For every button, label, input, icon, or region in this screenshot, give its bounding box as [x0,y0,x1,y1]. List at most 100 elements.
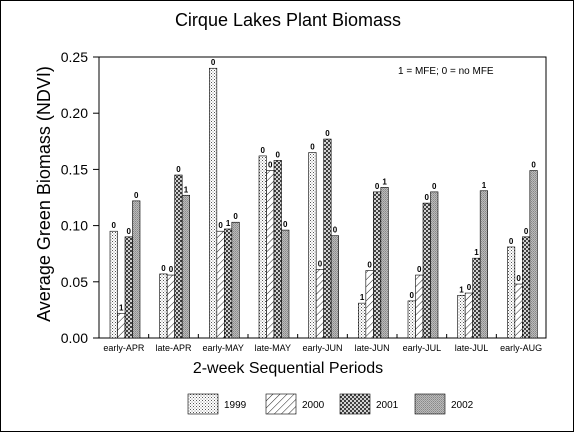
mfe-label: 0 [211,58,216,67]
mfe-label: 0 [169,265,174,274]
bar-2001-late-MAY [273,160,282,339]
legend-label-2001: 2001 [376,400,399,411]
bar-2001-late-JUN [373,191,382,339]
bar-1999-late-JUN [358,302,367,339]
legend-swatch-2002 [414,393,446,415]
mfe-label: 0 [268,161,273,170]
x-axis-label: 2-week Sequential Periods [193,360,383,377]
mfe-annotation: 1 = MFE; 0 = no MFE [398,66,494,77]
mfe-label: 0 [218,221,223,230]
mfe-label: 1 [482,181,487,190]
mfe-label: 1 [184,185,189,194]
bar-2002-late-APR [181,194,190,339]
mfe-label: 0 [283,220,288,229]
x-tick-label: late-MAY [255,343,291,353]
bar-2000-late-APR [166,274,175,339]
y-tick-label: 0.20 [61,105,88,121]
x-tick-label: late-JUN [355,343,390,353]
y-tick-label: 0.05 [61,274,88,290]
mfe-label: 1 [360,293,365,302]
mfe-label: 0 [261,146,266,155]
mfe-label: 0 [425,193,430,202]
x-tick-label: late-JUL [455,343,489,353]
legend-swatch-2001 [339,393,371,415]
bar-2002-late-JUL [479,190,488,339]
bar-2000-early-JUL [415,274,424,339]
x-tick-label: early-APR [103,343,145,353]
mfe-label: 0 [333,226,338,235]
y-tick-label: 0.00 [61,330,88,346]
chart-title: Cirque Lakes Plant Biomass [175,10,401,30]
bar-2002-early-MAY [231,221,240,339]
mfe-label: 0 [112,221,117,230]
bar-2002-early-AUG [529,170,538,339]
legend-swatch-1999 [187,393,219,415]
bar-2002-early-JUL [430,191,439,339]
bar-2000-early-APR [117,312,126,339]
bar-2000-early-MAY [216,230,225,339]
mfe-label: 0 [318,259,323,268]
mfe-label: 1 [119,303,124,312]
bar-2001-early-JUN [323,138,332,339]
mfe-label: 1 [459,285,464,294]
bar-2001-late-JUL [472,257,481,339]
legend-label-2000: 2000 [302,400,325,411]
bar-1999-late-APR [159,273,168,339]
bar-2001-early-AUG [522,236,531,339]
bar-2001-late-APR [174,174,183,339]
bar-1999-late-JUL [457,294,466,339]
y-tick-label: 0.10 [61,218,88,234]
bar-1999-early-AUG [507,246,516,339]
mfe-label: 0 [127,227,132,236]
mfe-label: 0 [176,165,181,174]
mfe-label: 0 [516,274,521,283]
x-tick-label: early-JUN [302,343,342,353]
mfe-label: 0 [524,227,529,236]
bar-2000-late-JUN [365,270,374,339]
mfe-label: 0 [375,182,380,191]
x-tick-label: early-MAY [202,343,243,353]
bar-2000-late-JUL [464,292,473,339]
mfe-label: 1 [226,219,231,228]
bar-2000-late-MAY [266,170,275,339]
bar-2000-early-AUG [514,283,523,339]
mfe-label: 0 [325,129,330,138]
mfe-label: 0 [310,143,315,152]
mfe-label: 0 [161,264,166,273]
mfe-label: 0 [432,182,437,191]
mfe-label: 0 [367,261,372,270]
bar-2000-early-JUN [315,269,324,339]
bar-2002-late-MAY [281,229,290,339]
legend: 1999 2000 2001 2002 [187,393,474,415]
mfe-label: 0 [276,150,281,159]
mfe-label: 0 [134,191,139,200]
legend-swatch-2000 [265,393,297,415]
bar-2001-early-APR [124,236,133,339]
mfe-label: 1 [474,248,479,257]
bar-2001-early-JUL [422,202,431,339]
bar-1999-early-APR [109,230,118,339]
bar-2002-early-APR [132,200,141,339]
bar-2002-early-JUN [330,235,339,339]
y-tick-label: 0.25 [61,49,88,65]
x-tick-label: early-AUG [500,343,542,353]
bar-2001-early-MAY [224,228,233,339]
y-tick-label: 0.15 [61,161,88,177]
bar-1999-early-JUN [308,152,317,339]
mfe-label: 0 [531,161,536,170]
x-axis: early-APR late-APR early-MAY late-MAY early-… [103,334,547,353]
y-axis-label: Average Green Biomass (NDVI) [34,66,54,322]
bar-1999-late-MAY [258,155,267,339]
legend-label-1999: 1999 [224,400,247,411]
mfe-label: 1 [382,177,387,186]
mfe-label: 0 [509,237,514,246]
mfe-label: 0 [417,265,422,274]
y-axis: 0.00 0.05 0.10 0.15 0.20 0.25 [61,49,99,346]
x-tick-label: late-APR [155,343,192,353]
bar-1999-early-MAY [209,67,218,339]
x-tick-label: early-JUL [403,343,442,353]
mfe-label: 0 [467,283,472,292]
